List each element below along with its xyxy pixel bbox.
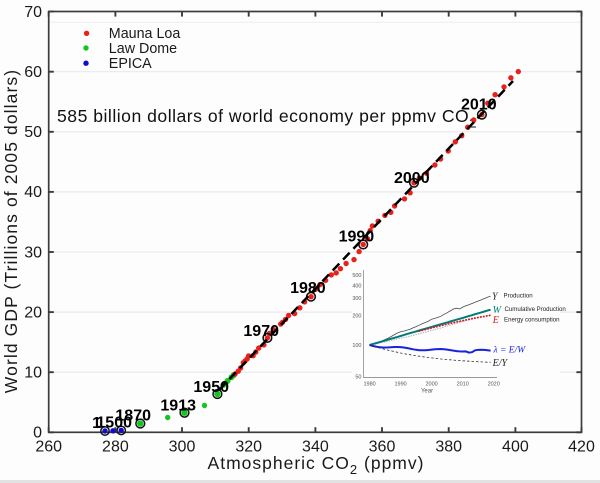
svg-text:340: 340 — [302, 439, 329, 456]
svg-text:20: 20 — [24, 304, 42, 321]
svg-text:1990: 1990 — [339, 228, 375, 245]
svg-text:360: 360 — [369, 439, 396, 456]
svg-text:60: 60 — [24, 64, 42, 81]
svg-text:100: 100 — [352, 343, 361, 349]
svg-text:2000: 2000 — [425, 382, 437, 388]
svg-text:E: E — [492, 315, 499, 326]
svg-text:1500: 1500 — [96, 415, 132, 432]
svg-text:320: 320 — [235, 439, 262, 456]
svg-text:World GDP (Trillions of 2005 d: World GDP (Trillions of 2005 dollars) — [1, 69, 21, 393]
svg-text:0: 0 — [33, 425, 42, 442]
svg-text:E/Y: E/Y — [492, 358, 509, 369]
svg-text:40: 40 — [24, 184, 42, 201]
svg-text:Law Dome: Law Dome — [109, 41, 177, 57]
svg-text:W: W — [493, 305, 503, 316]
svg-text:50: 50 — [24, 124, 42, 141]
svg-text:10: 10 — [24, 365, 42, 382]
svg-text:300: 300 — [169, 439, 196, 456]
svg-text:1870: 1870 — [115, 408, 151, 425]
svg-text:Cumulative Production: Cumulative Production — [505, 306, 566, 313]
svg-text:300: 300 — [352, 296, 361, 302]
svg-text:400: 400 — [502, 439, 529, 456]
svg-text:2010: 2010 — [461, 97, 497, 114]
svg-text:30: 30 — [24, 244, 42, 261]
svg-text:Production: Production — [504, 293, 533, 300]
svg-text:Mauna Loa: Mauna Loa — [109, 26, 181, 42]
svg-text:1980: 1980 — [290, 280, 326, 297]
svg-text:1980: 1980 — [363, 382, 375, 388]
svg-text:EPICA: EPICA — [109, 56, 152, 72]
svg-text:1950: 1950 — [193, 379, 229, 396]
svg-text:70: 70 — [24, 4, 42, 21]
svg-text:1913: 1913 — [160, 398, 196, 415]
svg-text:λ = E/W: λ = E/W — [493, 345, 527, 355]
svg-text:280: 280 — [102, 439, 129, 456]
svg-text:50: 50 — [355, 375, 361, 381]
svg-text:380: 380 — [435, 439, 462, 456]
svg-text:400: 400 — [352, 284, 361, 290]
svg-text:2020: 2020 — [488, 382, 500, 388]
svg-text:500: 500 — [352, 273, 361, 279]
svg-text:2000: 2000 — [394, 170, 430, 187]
svg-text:1970: 1970 — [243, 323, 279, 340]
svg-text:Y: Y — [492, 292, 499, 303]
svg-text:260: 260 — [35, 439, 62, 456]
svg-text:Year: Year — [421, 389, 433, 395]
svg-text:200: 200 — [352, 314, 361, 320]
svg-text:1: 1 — [92, 415, 101, 432]
svg-text:Energy consumption: Energy consumption — [504, 317, 560, 324]
svg-text:420: 420 — [568, 439, 595, 456]
svg-text:2010: 2010 — [457, 382, 469, 388]
svg-text:1990: 1990 — [394, 382, 406, 388]
